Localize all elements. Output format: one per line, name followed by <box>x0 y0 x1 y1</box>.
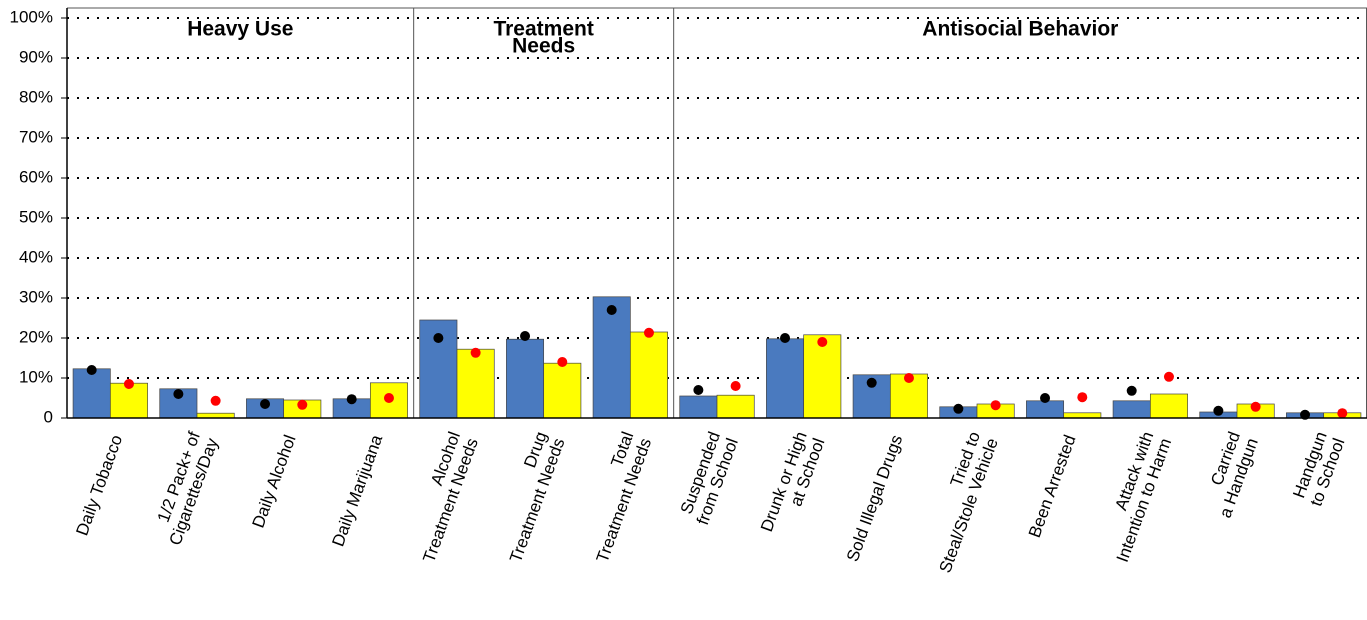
x-tick-label-group: Been Arrested <box>1025 432 1080 540</box>
y-tick-label: 50% <box>19 207 53 226</box>
marker <box>1337 408 1348 419</box>
bar <box>766 338 805 419</box>
marker <box>903 373 914 383</box>
marker <box>470 347 481 358</box>
marker <box>1250 401 1261 412</box>
bar <box>1063 412 1102 419</box>
marker <box>123 379 134 389</box>
marker <box>693 385 704 395</box>
y-tick-label: 70% <box>19 127 53 146</box>
y-tick-label: 0 <box>44 407 53 426</box>
x-tick-label-group: Daily Tobacco <box>72 432 126 538</box>
marker <box>990 400 1001 411</box>
y-tick-label: 10% <box>19 367 53 386</box>
y-tick-label: 90% <box>19 47 53 66</box>
y-tick-label: 20% <box>19 327 53 346</box>
marker <box>433 333 444 343</box>
marker <box>297 399 308 410</box>
marker <box>557 357 568 367</box>
y-tick-label: 80% <box>19 87 53 106</box>
bar <box>716 394 755 419</box>
x-tick-label-group: Sold Illegal Drugs <box>843 432 906 564</box>
bar <box>506 338 545 419</box>
marker <box>383 393 394 403</box>
group-label: Treatment <box>493 18 593 41</box>
bar <box>543 362 582 419</box>
marker <box>260 399 271 409</box>
marker <box>520 331 531 341</box>
x-tick-label-group: Daily Marijuana <box>328 432 386 549</box>
group-label: Antisocial Behavior <box>922 18 1118 41</box>
marker <box>780 333 791 343</box>
y-tick-label: 40% <box>19 247 53 266</box>
bar <box>629 331 668 419</box>
x-tick-label: Daily Alcohol <box>248 432 299 530</box>
y-tick-label: 30% <box>19 287 53 306</box>
marker <box>1163 371 1174 382</box>
group-label: Heavy Use <box>187 18 293 41</box>
y-tick-label: 100% <box>10 7 53 26</box>
x-tick-label: Sold Illegal Drugs <box>843 432 906 564</box>
group-label: Needs <box>512 35 575 58</box>
marker <box>730 381 741 391</box>
bar <box>72 368 111 419</box>
marker <box>606 305 617 315</box>
x-tick-label: Been Arrested <box>1025 432 1080 540</box>
bar <box>1026 400 1065 419</box>
x-tick-label-group: Daily Alcohol <box>248 432 299 530</box>
marker <box>1040 393 1051 403</box>
marker <box>643 327 654 338</box>
marker <box>817 337 828 347</box>
bar <box>803 334 842 419</box>
bar <box>1149 393 1188 419</box>
bar <box>1112 400 1151 419</box>
marker <box>173 389 184 399</box>
marker <box>1213 405 1224 416</box>
bar <box>679 395 718 419</box>
marker <box>866 377 877 388</box>
x-tick-label: Daily Tobacco <box>72 432 126 538</box>
marker <box>953 403 964 414</box>
marker <box>210 395 221 406</box>
marker <box>1077 392 1088 403</box>
y-tick-label: 60% <box>19 167 53 186</box>
marker <box>346 394 357 405</box>
marker <box>1126 385 1137 396</box>
x-tick-label: Daily Marijuana <box>328 432 386 549</box>
bar <box>456 348 495 419</box>
marker <box>86 365 97 375</box>
